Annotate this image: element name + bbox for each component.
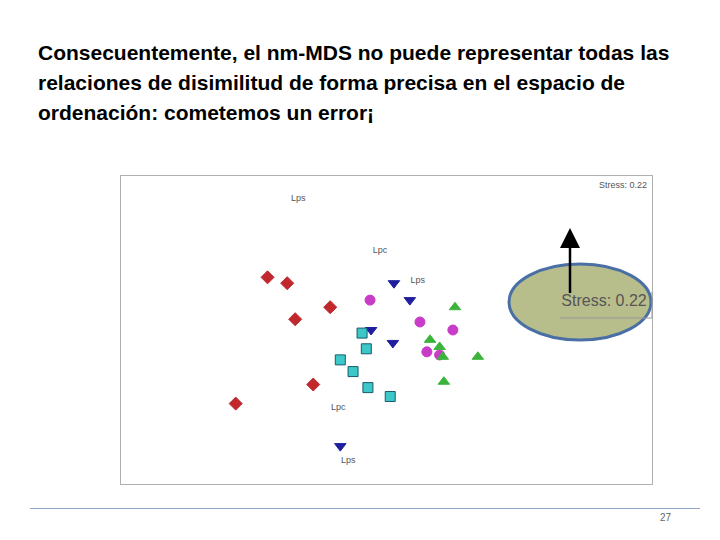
svg-text:Stress: 0.22: Stress: 0.22	[561, 292, 646, 309]
svg-text:Lps: Lps	[291, 193, 306, 203]
html-text:27: 27	[660, 512, 672, 523]
svg-text:Lpc: Lpc	[373, 245, 388, 255]
svg-text:Lps: Lps	[341, 455, 356, 465]
svg-text:Lps: Lps	[411, 275, 426, 285]
svg-text:Stress: 0.22: Stress: 0.22	[599, 180, 647, 190]
html-text:Consecuentemente, el nm-MDS no: Consecuentemente, el nm-MDS no puede rep…	[38, 41, 670, 124]
svg-text:Lpc: Lpc	[331, 402, 346, 412]
